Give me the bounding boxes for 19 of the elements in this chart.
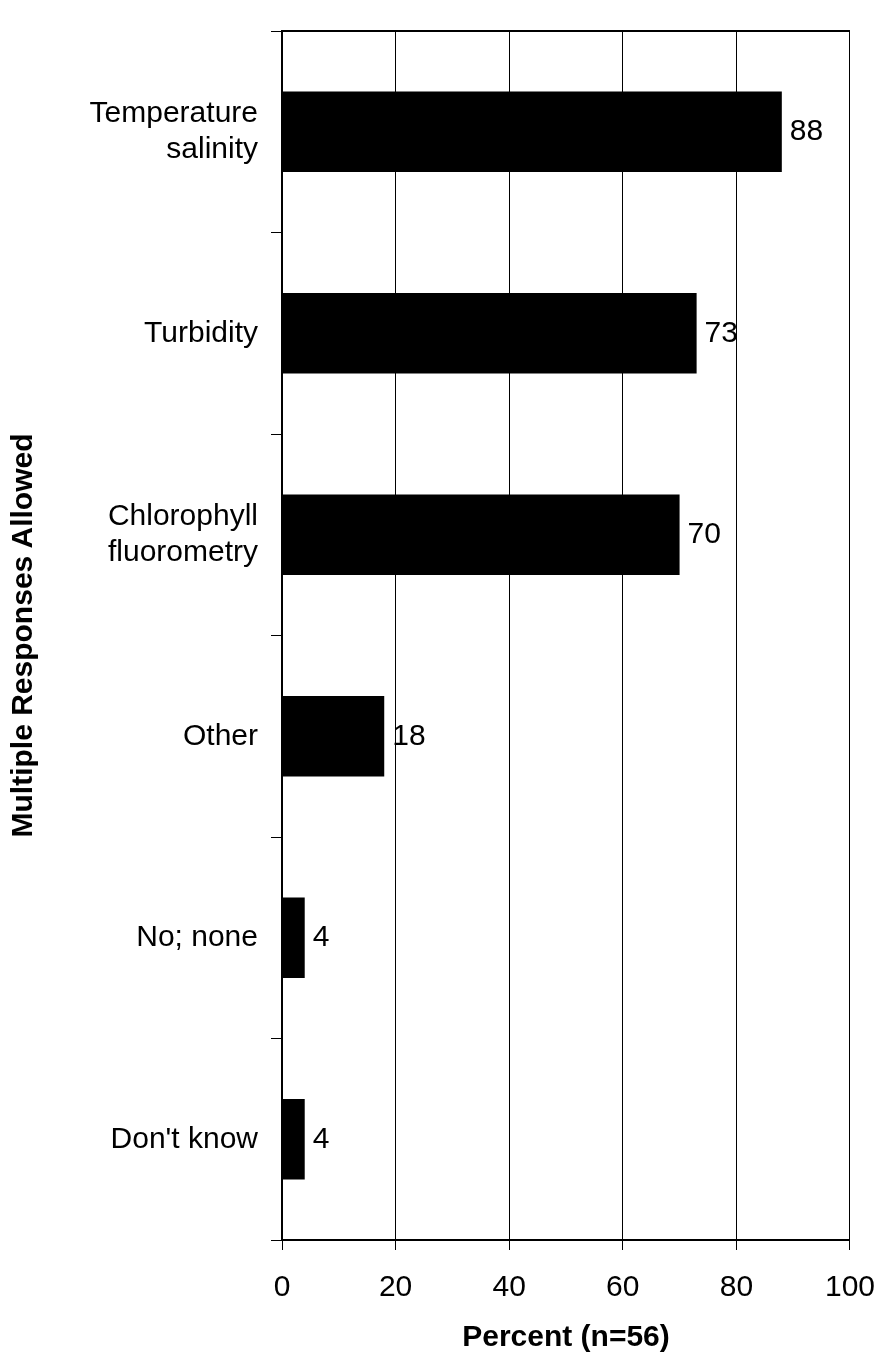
- data-label: 4: [312, 1120, 330, 1154]
- y-tick-label: Temperature salinity: [89, 95, 258, 165]
- x-tick-label: 20: [378, 1269, 413, 1303]
- data-label: 73: [704, 314, 738, 348]
- x-tick-label: 0: [273, 1269, 291, 1303]
- data-label: 88: [789, 113, 824, 147]
- y-tick-label: No; none: [136, 919, 258, 953]
- y-tick-label: Don't know: [110, 1120, 259, 1154]
- x-tick-label: 40: [492, 1269, 526, 1303]
- x-tick-label: 100: [824, 1269, 875, 1303]
- x-tick-label: 60: [606, 1269, 640, 1303]
- y-axis-title: Multiple Responses Allowed: [5, 433, 39, 838]
- y-tick-label: Turbidity: [144, 314, 258, 348]
- x-tick-label: 80: [719, 1269, 754, 1303]
- data-label: 70: [687, 516, 721, 550]
- y-tick-label: Other: [182, 717, 259, 751]
- data-label: 4: [312, 919, 330, 953]
- y-tick-label: Chlorophyll fluorometry: [107, 498, 258, 568]
- x-axis-title: Percent (n=56): [462, 1319, 670, 1353]
